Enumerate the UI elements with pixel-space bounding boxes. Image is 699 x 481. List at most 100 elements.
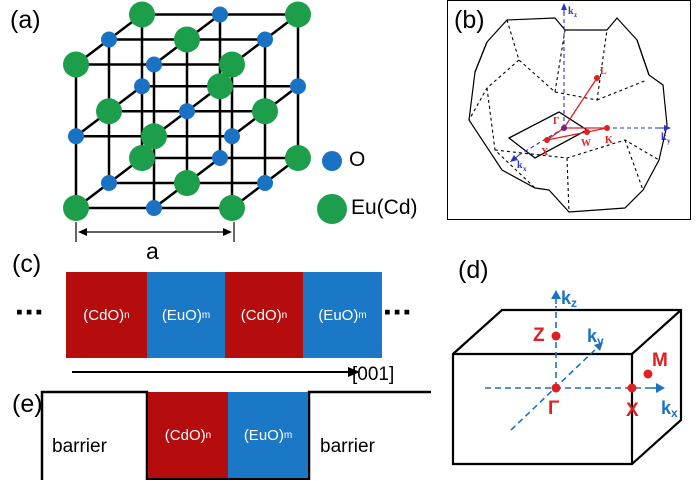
growth-direction-label: [001] bbox=[352, 364, 395, 385]
layer-e-1-label: (CdO) bbox=[164, 426, 206, 444]
ellipsis-right: ▪▪▪ bbox=[384, 302, 414, 323]
o-atom bbox=[212, 150, 228, 166]
legend-o-label: O bbox=[349, 148, 366, 171]
rocksalt-lattice bbox=[63, 1, 311, 221]
layer-e-1-sub: n bbox=[205, 429, 212, 441]
o-atom bbox=[290, 78, 306, 95]
eu-atom bbox=[219, 195, 245, 221]
bz-point-gamma bbox=[561, 125, 567, 131]
layer-c-2: (EuO) m bbox=[147, 272, 225, 358]
tet-axis-ky: ky bbox=[587, 326, 604, 348]
growth-direction-arrow bbox=[72, 367, 360, 377]
ellipsis-left: ▪▪▪ bbox=[16, 302, 46, 323]
layer-c-3: (CdO) n bbox=[225, 272, 303, 358]
legend-eu-dot bbox=[317, 194, 347, 224]
layer-e-2-label: (EuO) bbox=[243, 426, 284, 444]
panel-label-c: (c) bbox=[12, 250, 42, 278]
layer-e-2: (EuO) m bbox=[228, 392, 308, 478]
legend-o-dot bbox=[322, 151, 342, 171]
tet-point-m bbox=[643, 369, 653, 379]
layer-c-1: (CdO) n bbox=[66, 272, 147, 358]
bz-axis-ky-sub: y bbox=[667, 137, 671, 145]
eu-atom bbox=[63, 51, 89, 78]
panel-label-d: (d) bbox=[458, 256, 489, 284]
o-atom bbox=[146, 56, 162, 73]
o-atom bbox=[146, 200, 162, 216]
o-atom bbox=[257, 175, 273, 191]
tet-label-z: Z bbox=[533, 325, 545, 346]
eu-atom bbox=[219, 51, 245, 78]
bz-point-k bbox=[604, 125, 610, 131]
tet-point-gamma bbox=[551, 383, 561, 393]
eu-atom bbox=[129, 145, 155, 171]
layer-c-3-sub: n bbox=[281, 309, 288, 321]
tet-axis-kz-base: k bbox=[561, 288, 572, 308]
eu-atom bbox=[285, 1, 311, 28]
tet-label-x: X bbox=[626, 400, 639, 421]
panel-b-frame bbox=[447, 0, 691, 220]
tet-label-m: M bbox=[652, 350, 668, 371]
bz-label-k: K bbox=[605, 135, 613, 146]
eu-atom bbox=[252, 98, 278, 125]
layer-c-3-label: (CdO) bbox=[240, 306, 282, 324]
tet-axis-kx: kx bbox=[661, 398, 678, 420]
o-atom bbox=[257, 31, 273, 48]
bz-axis-ky: k bbox=[661, 132, 667, 143]
barrier-right-label: barrier bbox=[320, 436, 375, 457]
panel-label-b: (b) bbox=[454, 6, 485, 34]
bz-axis-kx-sub: x bbox=[523, 165, 527, 173]
barrier-profile bbox=[40, 390, 431, 480]
bz-point-w bbox=[584, 129, 590, 135]
bz-axis-kx: k bbox=[517, 160, 523, 171]
tet-axis-kx-sub: x bbox=[671, 406, 678, 420]
o-atom bbox=[68, 128, 84, 145]
o-atom bbox=[134, 78, 150, 95]
eu-atom bbox=[285, 145, 311, 171]
panel-label-e: (e) bbox=[12, 390, 43, 418]
layer-c-4-sub: m bbox=[358, 309, 367, 321]
eu-atom bbox=[96, 98, 122, 125]
layer-e-2-sub: m bbox=[283, 429, 293, 441]
bz-point-l bbox=[594, 75, 600, 81]
bz-label-l: L bbox=[600, 66, 607, 77]
layer-c-4-label: (EuO) bbox=[318, 306, 359, 324]
bz-label-w: W bbox=[581, 138, 591, 149]
bz-axis-kz-sub: z bbox=[574, 11, 577, 19]
legend-eu-label: Eu(Cd) bbox=[351, 196, 418, 219]
layer-c-1-sub: n bbox=[124, 309, 130, 321]
tet-axis-ky-sub: y bbox=[597, 334, 604, 348]
o-atom bbox=[224, 128, 240, 145]
eu-atom bbox=[129, 1, 155, 28]
o-atom bbox=[101, 175, 117, 191]
bz-point-x bbox=[544, 137, 550, 143]
layer-c-1-label: (CdO) bbox=[83, 306, 125, 324]
bz-axis-kz: k bbox=[568, 6, 574, 17]
brillouin-zone-fcc: Γ X W K L k z k y k x bbox=[468, 3, 671, 213]
eu-atom bbox=[207, 73, 233, 100]
tet-point-z bbox=[551, 331, 561, 341]
layer-c-4: (EuO) m bbox=[303, 272, 382, 358]
tet-axis-kx-base: k bbox=[661, 398, 672, 418]
eu-atom bbox=[174, 170, 200, 196]
tet-axis-kz: kz bbox=[561, 288, 577, 310]
o-atom bbox=[212, 6, 228, 23]
eu-atom bbox=[141, 123, 167, 150]
tet-label-gamma: Γ bbox=[548, 398, 560, 419]
lattice-dimension-arrow bbox=[75, 222, 235, 242]
panel-label-a: (a) bbox=[10, 6, 41, 34]
layer-c-2-sub: m bbox=[201, 309, 211, 321]
bz-label-x: X bbox=[541, 147, 549, 158]
bz-label-gamma: Γ bbox=[553, 116, 559, 127]
lattice-constant-label: a bbox=[146, 238, 159, 264]
tet-point-x bbox=[627, 383, 637, 393]
eu-atom bbox=[174, 26, 200, 53]
layer-e-1: (CdO) n bbox=[148, 392, 228, 478]
tet-axis-ky-base: k bbox=[587, 326, 598, 346]
barrier-left-label: barrier bbox=[52, 436, 107, 457]
tetragonal-brillouin-zone bbox=[451, 290, 683, 466]
eu-atom bbox=[63, 195, 89, 221]
layer-c-2-label: (EuO) bbox=[161, 306, 202, 324]
o-atom bbox=[179, 103, 195, 120]
tet-axis-kz-sub: z bbox=[571, 296, 578, 310]
o-atom bbox=[101, 31, 117, 48]
